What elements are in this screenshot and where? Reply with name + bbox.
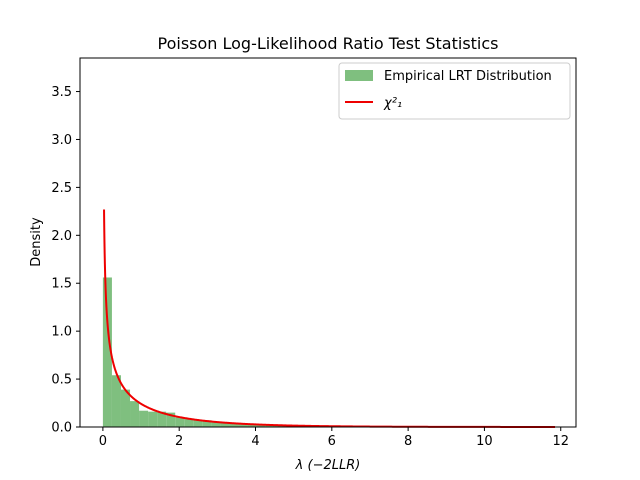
- y-tick-label: 1.0: [51, 325, 72, 340]
- y-tick-label: 2.0: [51, 229, 72, 244]
- y-axis-label: Density: [29, 217, 44, 267]
- histogram-bar: [202, 420, 212, 427]
- chart-title: Poisson Log-Likelihood Ratio Test Statis…: [158, 34, 499, 53]
- histogram-bar: [157, 411, 167, 427]
- histogram-bar: [229, 423, 239, 427]
- histogram-bar: [120, 389, 131, 427]
- x-tick-label: 6: [328, 434, 336, 449]
- histogram-bar: [175, 417, 185, 427]
- x-tick-label: 12: [552, 434, 569, 449]
- x-tick-label: 4: [251, 434, 259, 449]
- y-axis-ticks: 0.0 0.5 1.0 1.5 2.0 2.5 3.0 3.5: [51, 85, 80, 436]
- y-tick-label: 0.0: [51, 421, 72, 436]
- histogram-bar: [102, 277, 112, 427]
- histogram-bar: [220, 422, 230, 427]
- y-tick-label: 0.5: [51, 373, 72, 388]
- x-tick-label: 2: [175, 434, 183, 449]
- x-tick-label: 0: [99, 434, 107, 449]
- histogram-bar: [139, 410, 149, 427]
- legend-label-empirical: Empirical LRT Distribution: [384, 69, 552, 84]
- y-tick-label: 2.5: [51, 181, 72, 196]
- histogram-bar: [256, 424, 266, 427]
- histogram-bar: [148, 411, 158, 427]
- legend-box: [338, 62, 571, 120]
- legend-swatch-empirical: [345, 70, 373, 81]
- histogram-bar: [247, 424, 257, 427]
- legend-label-chi-square: χ²₁: [383, 96, 402, 111]
- y-tick-label: 3.5: [51, 85, 72, 100]
- histogram-bar: [211, 422, 221, 427]
- x-tick-label: 10: [476, 434, 493, 449]
- x-axis-label: λ (−2LLR): [295, 458, 361, 473]
- plot-frame: [79, 57, 577, 428]
- legend: Empirical LRT Distribution χ²₁: [338, 62, 571, 120]
- histogram-bar: [193, 420, 203, 427]
- histogram-bar: [111, 375, 121, 427]
- x-axis-ticks: 0 2 4 6 8 10 12: [99, 427, 569, 449]
- histogram-bar: [184, 418, 194, 427]
- x-tick-label: 8: [404, 434, 412, 449]
- histogram-bar: [166, 412, 176, 427]
- histogram-bar: [130, 401, 140, 427]
- y-tick-label: 3.0: [51, 133, 72, 148]
- y-tick-label: 1.5: [51, 277, 72, 292]
- histogram-bar: [238, 423, 248, 427]
